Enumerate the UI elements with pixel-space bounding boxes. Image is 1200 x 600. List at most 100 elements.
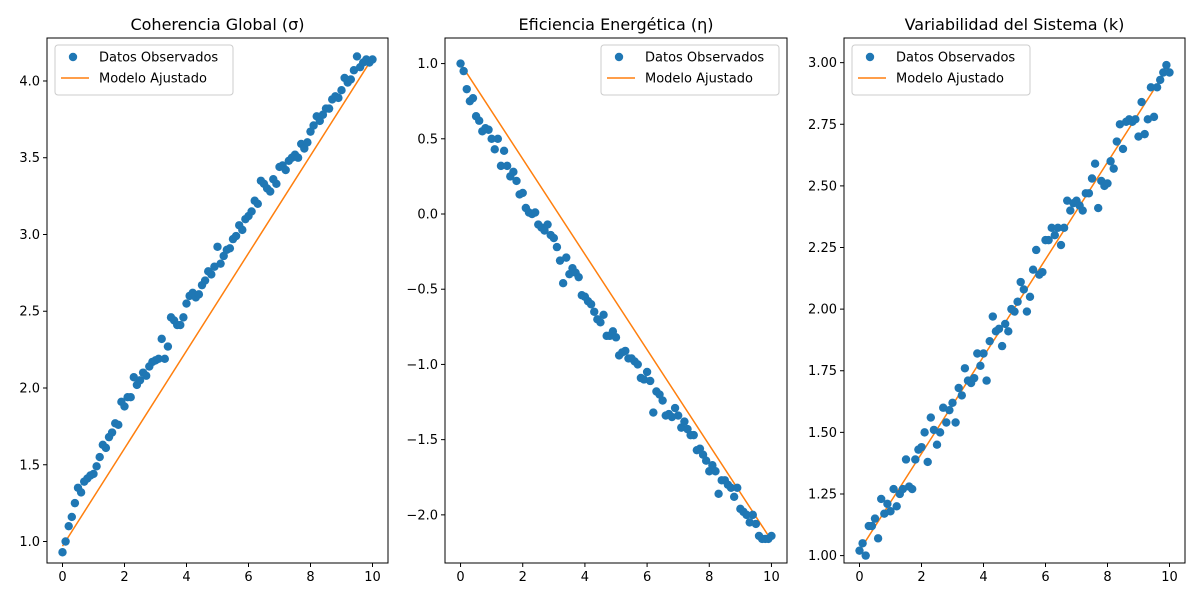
x-tick-label: 6 bbox=[643, 570, 651, 585]
y-tick-label: −1.0 bbox=[406, 358, 438, 373]
data-point bbox=[549, 233, 559, 243]
data-point bbox=[157, 334, 166, 344]
legend-label-fitted: Modelo Ajustado bbox=[896, 72, 1004, 87]
data-point bbox=[499, 146, 509, 156]
data-point bbox=[599, 310, 608, 319]
data-point bbox=[646, 376, 655, 386]
data-point bbox=[945, 405, 954, 415]
data-point bbox=[324, 104, 334, 113]
x-tick-label: 10 bbox=[364, 570, 381, 585]
data-point bbox=[748, 510, 757, 520]
data-point bbox=[247, 207, 256, 216]
data-point bbox=[64, 521, 73, 531]
legend-marker-observed bbox=[865, 52, 875, 62]
data-point bbox=[346, 75, 355, 84]
x-tick-label: 6 bbox=[1041, 570, 1049, 585]
data-point bbox=[89, 469, 98, 479]
data-point bbox=[877, 494, 886, 504]
y-tick-label: 1.25 bbox=[808, 487, 837, 502]
data-point bbox=[994, 324, 1004, 334]
legend-marker-observed bbox=[68, 52, 78, 62]
data-point bbox=[1109, 164, 1118, 173]
fitted-model-line bbox=[61, 57, 374, 547]
data-point bbox=[303, 138, 312, 147]
data-point bbox=[729, 492, 739, 502]
data-point bbox=[1038, 267, 1047, 277]
y-tick-label: 0.0 bbox=[417, 208, 438, 223]
data-point bbox=[951, 418, 960, 427]
data-point bbox=[970, 373, 979, 383]
legend: Datos Observados Modelo Ajustado bbox=[600, 44, 780, 96]
chart-panel-1: Coherencia Global (σ) 0 2 4 6 8 10 1.0 1.5 2.0 2.5… bbox=[19, 15, 389, 585]
data-point bbox=[920, 428, 929, 437]
data-point bbox=[673, 411, 683, 420]
data-point bbox=[1050, 230, 1060, 240]
data-point bbox=[742, 510, 751, 520]
data-point bbox=[160, 354, 169, 364]
x-tick-label: 8 bbox=[1103, 570, 1111, 585]
y-tick-label: −2.0 bbox=[406, 508, 438, 523]
data-point bbox=[530, 208, 540, 217]
data-point bbox=[468, 93, 478, 103]
data-point bbox=[1010, 307, 1019, 316]
data-point bbox=[1004, 327, 1013, 336]
data-point bbox=[1165, 68, 1174, 77]
data-point bbox=[858, 539, 867, 548]
data-point bbox=[1025, 292, 1035, 302]
data-point bbox=[484, 125, 493, 134]
data-point bbox=[1090, 159, 1100, 168]
data-point bbox=[154, 354, 163, 364]
x-tick-label: 8 bbox=[705, 570, 713, 585]
chart-title: Variabilidad del Sistema (k) bbox=[905, 15, 1125, 34]
data-point bbox=[883, 499, 892, 509]
data-point bbox=[309, 121, 318, 130]
data-point bbox=[767, 531, 776, 541]
data-point bbox=[596, 318, 605, 327]
data-point bbox=[114, 420, 123, 430]
data-point bbox=[352, 52, 362, 61]
x-tick-label: 2 bbox=[917, 570, 925, 585]
data-point bbox=[1152, 83, 1162, 92]
data-point bbox=[487, 134, 496, 143]
axes-frame bbox=[444, 37, 788, 564]
x-tick-label: 0 bbox=[58, 570, 66, 585]
legend-label-fitted: Modelo Ajustado bbox=[645, 72, 753, 87]
data-point bbox=[586, 300, 596, 309]
x-tick-label: 2 bbox=[519, 570, 527, 585]
x-tick-label: 10 bbox=[1161, 570, 1178, 585]
data-point bbox=[1053, 223, 1063, 232]
data-point bbox=[179, 313, 188, 322]
y-tick-label: 1.5 bbox=[19, 458, 40, 473]
legend-box bbox=[851, 44, 1031, 96]
chart-panel-3: Variabilidad del Sistema (k) 0 2 4 6 8 10 1.00 1… bbox=[808, 15, 1186, 585]
data-point bbox=[1056, 240, 1066, 250]
chart-title: Eficiencia Energética (η) bbox=[519, 15, 714, 34]
x-tick-label: 4 bbox=[979, 570, 987, 585]
data-point bbox=[213, 242, 222, 251]
chart-title: Coherencia Global (σ) bbox=[130, 15, 304, 34]
data-point bbox=[509, 167, 518, 177]
data-point bbox=[621, 346, 630, 356]
data-point bbox=[1146, 83, 1156, 92]
data-point bbox=[126, 393, 135, 402]
data-point bbox=[942, 418, 951, 427]
data-point bbox=[120, 402, 129, 411]
data-point bbox=[1137, 97, 1146, 107]
data-point bbox=[459, 66, 468, 76]
data-point bbox=[954, 383, 963, 393]
y-tick-label: 3.00 bbox=[808, 56, 837, 71]
x-tick-label: 2 bbox=[120, 570, 128, 585]
data-point bbox=[182, 299, 191, 308]
x-tick-label: 0 bbox=[456, 570, 464, 585]
data-point bbox=[1156, 75, 1165, 85]
data-point bbox=[957, 391, 966, 400]
y-tick-label: 3.5 bbox=[19, 151, 40, 166]
data-point bbox=[658, 396, 667, 405]
data-point bbox=[935, 428, 945, 437]
data-point bbox=[1087, 174, 1097, 183]
data-point bbox=[1103, 179, 1112, 188]
y-tick-label: 1.50 bbox=[808, 426, 837, 441]
data-point bbox=[1149, 112, 1159, 122]
data-point bbox=[948, 398, 957, 407]
